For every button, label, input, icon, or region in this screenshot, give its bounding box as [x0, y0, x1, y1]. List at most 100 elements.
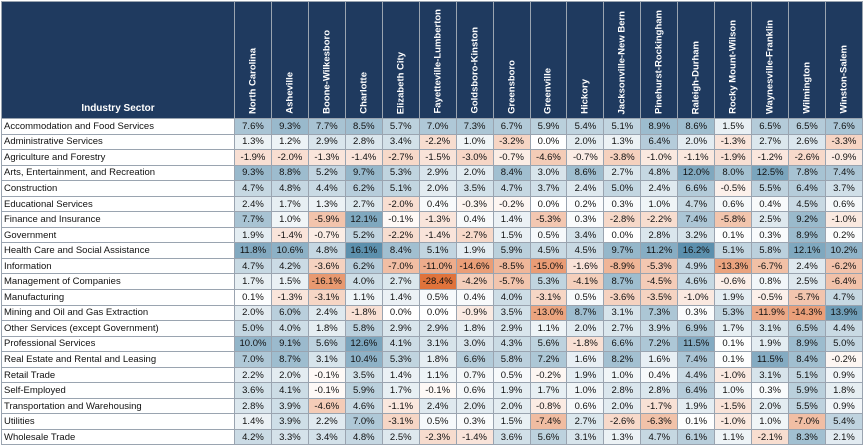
heatmap-cell: 5.3%: [529, 273, 568, 291]
column-header: Fayetteville-Lumberton: [418, 1, 457, 119]
heatmap-cell: 0.2%: [566, 195, 605, 213]
heatmap-cell: 4.1%: [270, 382, 309, 399]
heatmap-cell: 1.1%: [418, 366, 457, 384]
table-row: Other Services (except Government) 5.0% 4.…: [1, 320, 863, 337]
heatmap-cell: 8.4%: [492, 164, 531, 182]
heatmap-cell: 1.7%: [529, 382, 568, 399]
heatmap-cell: 1.5%: [714, 118, 753, 135]
table-row: Educational Services 2.4% 1.7% 1.3% 2.7% -2.0…: [1, 195, 863, 213]
heatmap-cell: 10.4%: [344, 351, 383, 368]
column-header: Waynesville-Franklin: [751, 1, 790, 119]
heatmap-cell: 5.6%: [529, 428, 568, 445]
table-row: Self-Employed 3.6% 4.1% -0.1% 5.9% 1.7% -0.1% 0…: [1, 382, 863, 399]
heatmap-cell: 5.2%: [344, 226, 383, 244]
heatmap-cell: -1.4%: [270, 226, 309, 244]
heatmap-cell: 7.6%: [825, 118, 863, 135]
heatmap-cell: 2.0%: [751, 397, 790, 415]
heatmap-cell: -2.0%: [270, 149, 309, 166]
heatmap-cell: 7.0%: [418, 118, 457, 135]
column-header-label: Pinehurst-Rockingham: [653, 10, 665, 114]
heatmap-cell: 5.9%: [344, 382, 383, 399]
heatmap-cell: 2.0%: [455, 164, 494, 182]
heatmap-cell: 1.1%: [529, 320, 568, 337]
heatmap-cell: -0.7%: [492, 149, 531, 166]
heatmap-cell: -3.6%: [307, 257, 346, 275]
heatmap-cell: -3.1%: [381, 413, 420, 430]
column-header: North Carolina: [234, 1, 272, 119]
heatmap-cell: 2.8%: [234, 397, 272, 415]
heatmap-cell: 2.4%: [788, 257, 826, 275]
heatmap-cell: -1.5%: [418, 149, 457, 166]
heatmap-cell: -5.3%: [529, 211, 568, 228]
heatmap-cell: 3.4%: [566, 226, 605, 244]
heatmap-cell: 7.6%: [234, 118, 272, 135]
heatmap-cell: 2.4%: [418, 397, 457, 415]
heatmap-cell: 8.7%: [603, 273, 642, 291]
table-row: Real Estate and Rental and Leasing 7.0% 8.…: [1, 351, 863, 368]
heatmap-cell: -1.0%: [825, 211, 863, 228]
heatmap-cell: 8.0%: [714, 164, 753, 182]
heatmap-cell: -0.1%: [381, 211, 420, 228]
heatmap-cell: 3.7%: [825, 180, 863, 197]
heatmap-cell: 7.2%: [640, 335, 679, 353]
heatmap-cell: 2.5%: [751, 211, 790, 228]
heatmap-cell: 4.7%: [825, 289, 863, 306]
heatmap-cell: 5.3%: [381, 351, 420, 368]
heatmap-cell: 0.5%: [566, 289, 605, 306]
heatmap-cell: 2.9%: [307, 133, 346, 151]
heatmap-cell: 2.2%: [234, 366, 272, 384]
heatmap-cell: -1.9%: [234, 149, 272, 166]
heatmap-cell: 2.8%: [603, 382, 642, 399]
heatmap-cell: 4.3%: [492, 335, 531, 353]
heatmap-cell: 5.8%: [344, 320, 383, 337]
heatmap-cell: -5.8%: [714, 211, 753, 228]
heatmap-cell: 4.5%: [566, 242, 605, 259]
heatmap-cell: 7.8%: [788, 164, 826, 182]
heatmap-cell: 2.2%: [307, 413, 346, 430]
heatmap-cell: -28.4%: [418, 273, 457, 291]
heatmap-cell: 5.9%: [788, 382, 826, 399]
heatmap-cell: 12.5%: [751, 164, 790, 182]
heatmap-cell: -6.3%: [640, 413, 679, 430]
table-row: Professional Services 10.0% 9.1% 5.6% 12.6% 4…: [1, 335, 863, 353]
heatmap-cell: 1.1%: [344, 289, 383, 306]
heatmap-cell: 3.9%: [270, 413, 309, 430]
heatmap-cell: 3.4%: [381, 133, 420, 151]
heatmap-cell: -4.5%: [640, 273, 679, 291]
heatmap-cell: 8.5%: [344, 118, 383, 135]
heatmap-cell: -1.0%: [714, 413, 753, 430]
heatmap-cell: 0.7%: [455, 366, 494, 384]
heatmap-cell: 0.0%: [529, 195, 568, 213]
column-header-label: Boone-Wilkesboro: [321, 30, 333, 114]
heatmap-cell: 1.4%: [492, 211, 531, 228]
heatmap-cell: -0.3%: [455, 195, 494, 213]
heatmap-cell: -0.7%: [566, 149, 605, 166]
column-header: Greenville: [529, 1, 568, 119]
heatmap-cell: 5.4%: [566, 118, 605, 135]
row-label: Health Care and Social Assistance: [1, 242, 235, 259]
heatmap-cell: -3.0%: [455, 149, 494, 166]
heatmap-cell: 7.4%: [677, 211, 716, 228]
heatmap-cell: 2.9%: [492, 320, 531, 337]
heatmap-cell: -1.4%: [344, 149, 383, 166]
heatmap-cell: -7.4%: [529, 413, 568, 430]
heatmap-cell: 4.1%: [381, 335, 420, 353]
heatmap-cell: 4.6%: [677, 273, 716, 291]
heatmap-cell: 2.6%: [788, 133, 826, 151]
heatmap-cell: 4.5%: [529, 242, 568, 259]
heatmap-cell: 0.4%: [455, 211, 494, 228]
heatmap-cell: 3.5%: [344, 366, 383, 384]
heatmap-cell: 4.7%: [640, 428, 679, 445]
heatmap-cell: 4.0%: [492, 289, 531, 306]
heatmap-cell: -3.6%: [603, 289, 642, 306]
column-header-label: Wilmington: [801, 62, 813, 114]
heatmap-cell: 2.7%: [603, 164, 642, 182]
heatmap-cell: 3.1%: [603, 304, 642, 322]
heatmap-cell: -8.5%: [492, 257, 531, 275]
heatmap-cell: 0.8%: [751, 273, 790, 291]
heatmap-cell: 4.7%: [492, 180, 531, 197]
heatmap-cell: 3.0%: [455, 335, 494, 353]
heatmap-cell: 0.5%: [529, 226, 568, 244]
heatmap-cell: 2.5%: [788, 273, 826, 291]
heatmap-cell: 10.2%: [825, 242, 863, 259]
